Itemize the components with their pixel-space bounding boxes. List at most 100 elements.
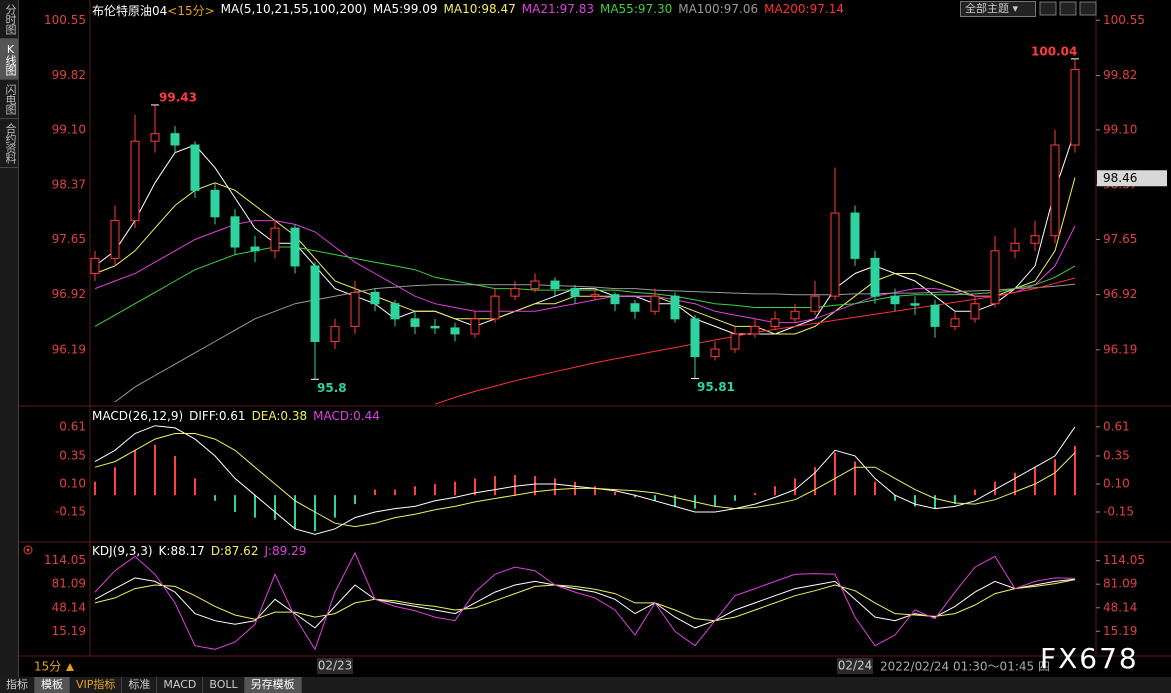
indicator-line (94, 579, 1076, 622)
candle-body (830, 212, 840, 297)
indicator-icon[interactable] (23, 545, 33, 555)
period-label: 15分 (34, 660, 61, 674)
y-tick-label: 15.19 (1103, 624, 1137, 638)
chart: 15分 2022/02/24 01:30～01:45 四 FX678 100.5… (18, 0, 1171, 675)
indicator-line (94, 551, 1076, 651)
legend-entry: MA100:97.06 (678, 2, 759, 16)
candle-body (370, 291, 380, 305)
candle-body (490, 295, 500, 320)
legend-entry: MA55:97.30 (599, 2, 673, 16)
legend-entry: K:88.17 (158, 544, 205, 558)
period-switch[interactable]: <15分> (167, 4, 215, 18)
macd-header: MACD(26,12,9) DIFF:0.61 DEA:0.38 MACD:0.44 (92, 409, 380, 423)
kdj-title: KDJ(9,3,3) (92, 544, 153, 558)
indicator-line (94, 130, 1076, 335)
bottom-tab[interactable]: 指标 (0, 677, 35, 693)
indicator-icon (26, 548, 30, 552)
indicator-line (94, 220, 1076, 324)
y-tick-label: 0.10 (59, 476, 86, 490)
indicator-line (94, 425, 1076, 535)
y-tick-label: 96.92 (1103, 287, 1137, 301)
bottom-tabs: 指标 模板 VIP指标 标准 MACD BOLL 另存模板 (0, 677, 1171, 693)
extreme-label: 100.04 (1031, 44, 1077, 58)
y-tick-label: 100.55 (1103, 13, 1145, 27)
y-tick-label: -0.15 (55, 504, 86, 518)
bottom-tab[interactable]: MACD (157, 677, 204, 693)
toolbar-button[interactable] (1039, 1, 1057, 16)
sidebar-tab[interactable]: 闪电图 (0, 80, 18, 119)
watermark: FX678 (1040, 642, 1139, 675)
candle-body (630, 303, 640, 312)
candle-body (970, 303, 980, 320)
sidebar-tab[interactable]: K线图 (0, 39, 18, 80)
candle-body (770, 318, 780, 327)
legend-entry: DIFF:0.61 (189, 409, 246, 423)
instrument-title: 布伦特原油04 (92, 4, 168, 18)
date-label-bg (837, 658, 873, 674)
candle-body (1070, 68, 1080, 146)
bottom-tab[interactable]: BOLL (203, 677, 245, 693)
indicator-line (94, 177, 1076, 335)
period-arrow[interactable] (66, 663, 74, 671)
candle-body (290, 227, 300, 267)
candle-body (410, 318, 420, 327)
extreme-label: 95.8 (317, 381, 347, 395)
y-tick-label: -0.15 (1103, 504, 1134, 518)
toolbar-button[interactable] (1079, 1, 1097, 16)
candle-body (390, 303, 400, 320)
candle-body (590, 294, 600, 297)
ma-title: MA(5,10,21,55,100,200) (220, 2, 367, 16)
status-text: 2022/02/24 01:30～01:45 四 (880, 660, 1050, 674)
legend-entry: J:89.29 (264, 544, 307, 558)
toolbar-button[interactable] (1059, 1, 1077, 16)
y-tick-label: 96.19 (52, 342, 86, 356)
bottom-tab[interactable]: 模板 (35, 677, 70, 693)
y-tick-label: 48.14 (1103, 600, 1137, 614)
candle-body (690, 318, 700, 358)
y-tick-label: 97.65 (1103, 232, 1137, 246)
bottom-tab[interactable]: 另存模板 (244, 677, 302, 693)
candle-body (450, 327, 460, 335)
theme-dropdown[interactable]: 全部主题 ▾ (960, 1, 1036, 17)
candle-body (230, 216, 240, 248)
y-tick-label: 114.05 (1103, 553, 1145, 567)
candle-body (210, 189, 220, 218)
candle-body (330, 325, 340, 343)
candle-body (1030, 235, 1040, 244)
candle-body (470, 318, 480, 335)
indicator-line (114, 283, 1076, 403)
sidebar: 分时图 K线图 闪电图 合约资料 (0, 0, 19, 677)
candle-body (350, 291, 360, 327)
candle-body (250, 246, 260, 252)
y-tick-label: 96.19 (1103, 342, 1137, 356)
y-tick-label: 0.61 (1103, 419, 1130, 433)
x-tick-label: 02/24 (838, 659, 873, 673)
extreme-label: 99.43 (159, 90, 197, 104)
y-tick-label: 81.09 (52, 577, 86, 591)
y-tick-label: 99.10 (1103, 122, 1137, 136)
candle-body (670, 295, 680, 320)
candle-body (950, 318, 960, 327)
sidebar-tab[interactable]: 分时图 (0, 0, 18, 39)
x-tick-label: 02/23 (318, 659, 353, 673)
candle-body (170, 133, 180, 146)
candle-body (270, 227, 280, 252)
legend-entry: MA21:97.83 (521, 2, 594, 16)
bottom-tab[interactable]: 标准 (122, 677, 158, 693)
candle-body (870, 257, 880, 297)
y-tick-label: 98.37 (52, 178, 86, 192)
candle-body (890, 295, 900, 305)
candle-body (530, 280, 540, 290)
y-tick-label: 96.92 (52, 287, 86, 301)
candle-body (810, 295, 820, 312)
y-tick-label: 0.35 (59, 448, 86, 462)
last-price-box (1097, 170, 1167, 187)
y-tick-label: 48.14 (52, 600, 86, 614)
indicator-line (94, 433, 1076, 528)
legend-entry: DEA:0.38 (251, 409, 308, 423)
y-tick-label: 97.65 (52, 232, 86, 246)
bottom-tab[interactable]: VIP指标 (70, 677, 123, 693)
sidebar-tab[interactable]: 合约资料 (0, 119, 18, 168)
legend-entry: MA200:97.14 (764, 2, 844, 16)
